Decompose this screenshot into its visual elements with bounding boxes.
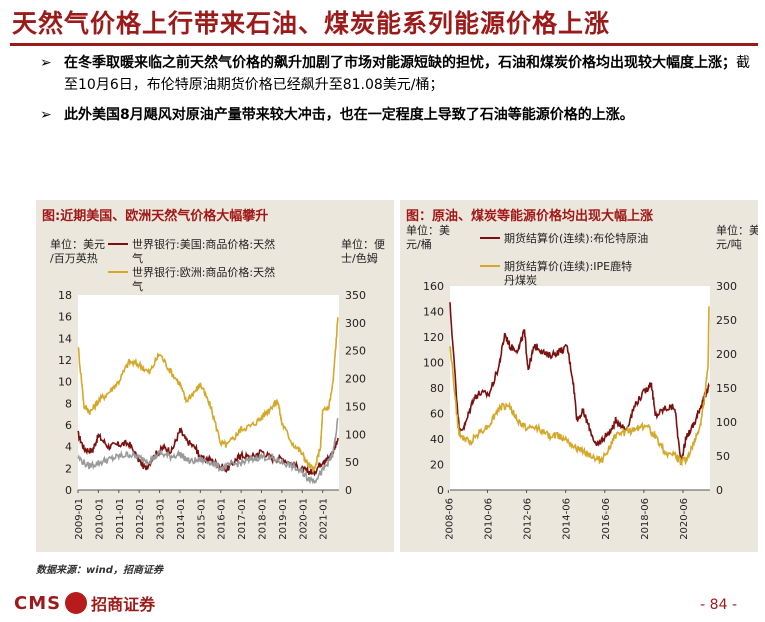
right-axis-unit: 单位：便 <box>341 237 385 251</box>
oil-coal-chart: 0 20 40 60 80 100 120 140 160 0 50 100 150 200 250 300 2… <box>406 223 758 540</box>
x-tick-label: 2010-06 <box>483 498 494 540</box>
page-title: 天然气价格上行带来石油、煤炭能系列能源价格上涨 <box>12 9 611 38</box>
y-left-tick-label: 10 <box>58 376 72 389</box>
legend-label: 气 <box>132 251 143 265</box>
x-tick-label: 2016-01 <box>217 498 228 540</box>
y-right-tick-label: 100 <box>345 428 366 441</box>
left-axis-unit: 单位：美元 <box>50 237 105 251</box>
chart-title: 图:近期美国、欧洲天然气价格大幅攀升 <box>42 209 269 224</box>
y-left-tick-label: 4 <box>65 441 72 454</box>
x-tick-label: 2019-01 <box>278 498 289 540</box>
arrow-bullet-icon: ➢ <box>40 107 52 123</box>
x-tick-label: 2020-01 <box>298 498 309 540</box>
page-number: - 84 - <box>700 597 737 613</box>
bullet-bold-text: 在冬季取暖来临之前天然气价格的飙升加剧了市场对能源短缺的担忧，石油和煤炭价格均出… <box>64 55 736 71</box>
brand-logo: CMS 招商证券 <box>14 591 155 615</box>
series-line <box>449 306 710 467</box>
x-tick-label: 2011-01 <box>115 498 126 540</box>
y-right-tick-label: 350 <box>345 289 366 302</box>
x-tick-label: 2021-01 <box>319 498 330 540</box>
bullet-item: ➢ 此外美国8月飓风对原油产量带来较大冲击，也在一定程度上导致了石油等能源价格的… <box>40 104 755 126</box>
y-left-tick-label: 0 <box>65 484 72 497</box>
series-line <box>77 417 339 485</box>
legend-label: 期货结算价(连续):IPE鹿特 <box>504 259 632 273</box>
bullet-item: ➢ 在冬季取暖来临之前天然气价格的飙升加剧了市场对能源短缺的担忧，石油和煤炭价格… <box>40 52 755 96</box>
y-left-tick-label: 12 <box>58 354 72 367</box>
y-right-tick-label: 50 <box>345 456 359 469</box>
x-tick-label: 2009-01 <box>74 498 85 540</box>
y-right-tick-label: 250 <box>716 314 737 327</box>
y-left-tick-label: 16 <box>58 311 72 324</box>
y-left-tick-label: 160 <box>423 280 444 293</box>
y-right-tick-label: 0 <box>345 484 352 497</box>
y-right-tick-label: 100 <box>716 416 737 429</box>
y-right-tick-label: 300 <box>716 280 737 293</box>
left-axis-unit: /百万英热 <box>50 251 98 265</box>
right-axis-unit: 元/吨 <box>716 238 742 251</box>
x-tick-label: 2014-01 <box>176 498 187 540</box>
y-left-tick-label: 20 <box>430 459 444 472</box>
x-tick-label: 2015-01 <box>196 498 207 540</box>
x-tick-label: 2013-01 <box>156 498 167 540</box>
y-left-tick-label: 0 <box>437 484 444 497</box>
right-axis-unit: 士/色姆 <box>341 251 378 265</box>
series-line <box>77 426 339 477</box>
logo-text: CMS <box>14 592 62 614</box>
y-right-tick-label: 300 <box>345 317 366 330</box>
y-left-tick-label: 2 <box>65 462 72 475</box>
x-tick-label: 2014-06 <box>562 498 573 540</box>
right-axis-unit: 单位：美 <box>716 223 758 237</box>
series-line <box>77 317 339 473</box>
y-right-tick-label: 150 <box>716 382 737 395</box>
x-tick-label: 2017-01 <box>237 498 248 540</box>
y-left-tick-label: 14 <box>58 332 72 345</box>
x-tick-label: 2016-06 <box>601 498 612 540</box>
bullet-list: ➢ 在冬季取暖来临之前天然气价格的飙升加剧了市场对能源短缺的担忧，石油和煤炭价格… <box>40 52 755 134</box>
y-right-tick-label: 150 <box>345 400 366 413</box>
y-left-tick-label: 80 <box>430 382 444 395</box>
x-tick-label: 2018-01 <box>258 498 269 540</box>
y-right-tick-label: 250 <box>345 345 366 358</box>
y-right-tick-label: 200 <box>345 373 366 386</box>
gas-price-chart-panel: 图:近期美国、欧洲天然气价格大幅攀升 0 2 4 6 8 10 12 14 16 18 0 50 100… <box>36 200 394 552</box>
legend-label: 气 <box>132 279 143 293</box>
legend-label: 期货结算价(连续):布伦特原油 <box>504 231 648 245</box>
y-right-tick-label: 200 <box>716 348 737 361</box>
y-right-tick-label: 50 <box>716 450 730 463</box>
y-left-tick-label: 100 <box>423 357 444 370</box>
x-tick-label: 2020-06 <box>679 498 690 540</box>
legend-label: 世界银行:欧洲:商品价格:天然 <box>132 265 275 279</box>
plot-area <box>450 286 710 490</box>
y-left-tick-label: 120 <box>423 331 444 344</box>
y-left-tick-label: 140 <box>423 306 444 319</box>
bullet-text: 截至10月6日，布伦特原油期货价格已经飙升至81.08美元/桶； <box>64 55 750 93</box>
title-rule <box>10 43 758 46</box>
y-left-tick-label: 8 <box>65 397 72 410</box>
legend-label: 世界银行:美国:商品价格:天然 <box>132 237 275 251</box>
y-left-tick-label: 60 <box>430 408 444 421</box>
gas-price-chart: 0 2 4 6 8 10 12 14 16 18 0 50 100 150 200 250 300 350 2009… <box>50 237 385 540</box>
x-tick-label: 2012-01 <box>135 498 146 540</box>
x-tick-label: 2018-06 <box>640 498 651 540</box>
x-tick-label: 2010-01 <box>94 498 105 540</box>
x-tick-label: 2008-06 <box>444 498 455 540</box>
chart-title: 图：原油、煤炭等能源价格均出现大幅上涨 <box>406 209 654 224</box>
y-left-tick-label: 18 <box>58 289 72 302</box>
bullet-bold-text: 此外美国8月飓风对原油产量带来较大冲击，也在一定程度上导致了石油等能源价格的上涨… <box>64 107 634 123</box>
arrow-bullet-icon: ➢ <box>40 55 52 71</box>
data-source: 数据来源：wind，招商证券 <box>36 565 163 576</box>
x-tick-label: 2012-06 <box>523 498 534 540</box>
left-axis-unit: 元/桶 <box>406 237 432 251</box>
oil-coal-chart-panel: 图：原油、煤炭等能源价格均出现大幅上涨 0 20 40 60 80 100 120 140 16… <box>400 200 758 552</box>
left-axis-unit: 单位：美 <box>406 223 450 237</box>
y-left-tick-label: 6 <box>65 419 72 432</box>
y-left-tick-label: 40 <box>430 433 444 446</box>
series-line <box>449 302 710 466</box>
legend-label: 丹煤炭 <box>504 274 537 287</box>
y-right-tick-label: 0 <box>716 484 723 497</box>
logo-cn-text: 招商证券 <box>91 595 156 614</box>
logo-seal-icon <box>65 592 88 614</box>
